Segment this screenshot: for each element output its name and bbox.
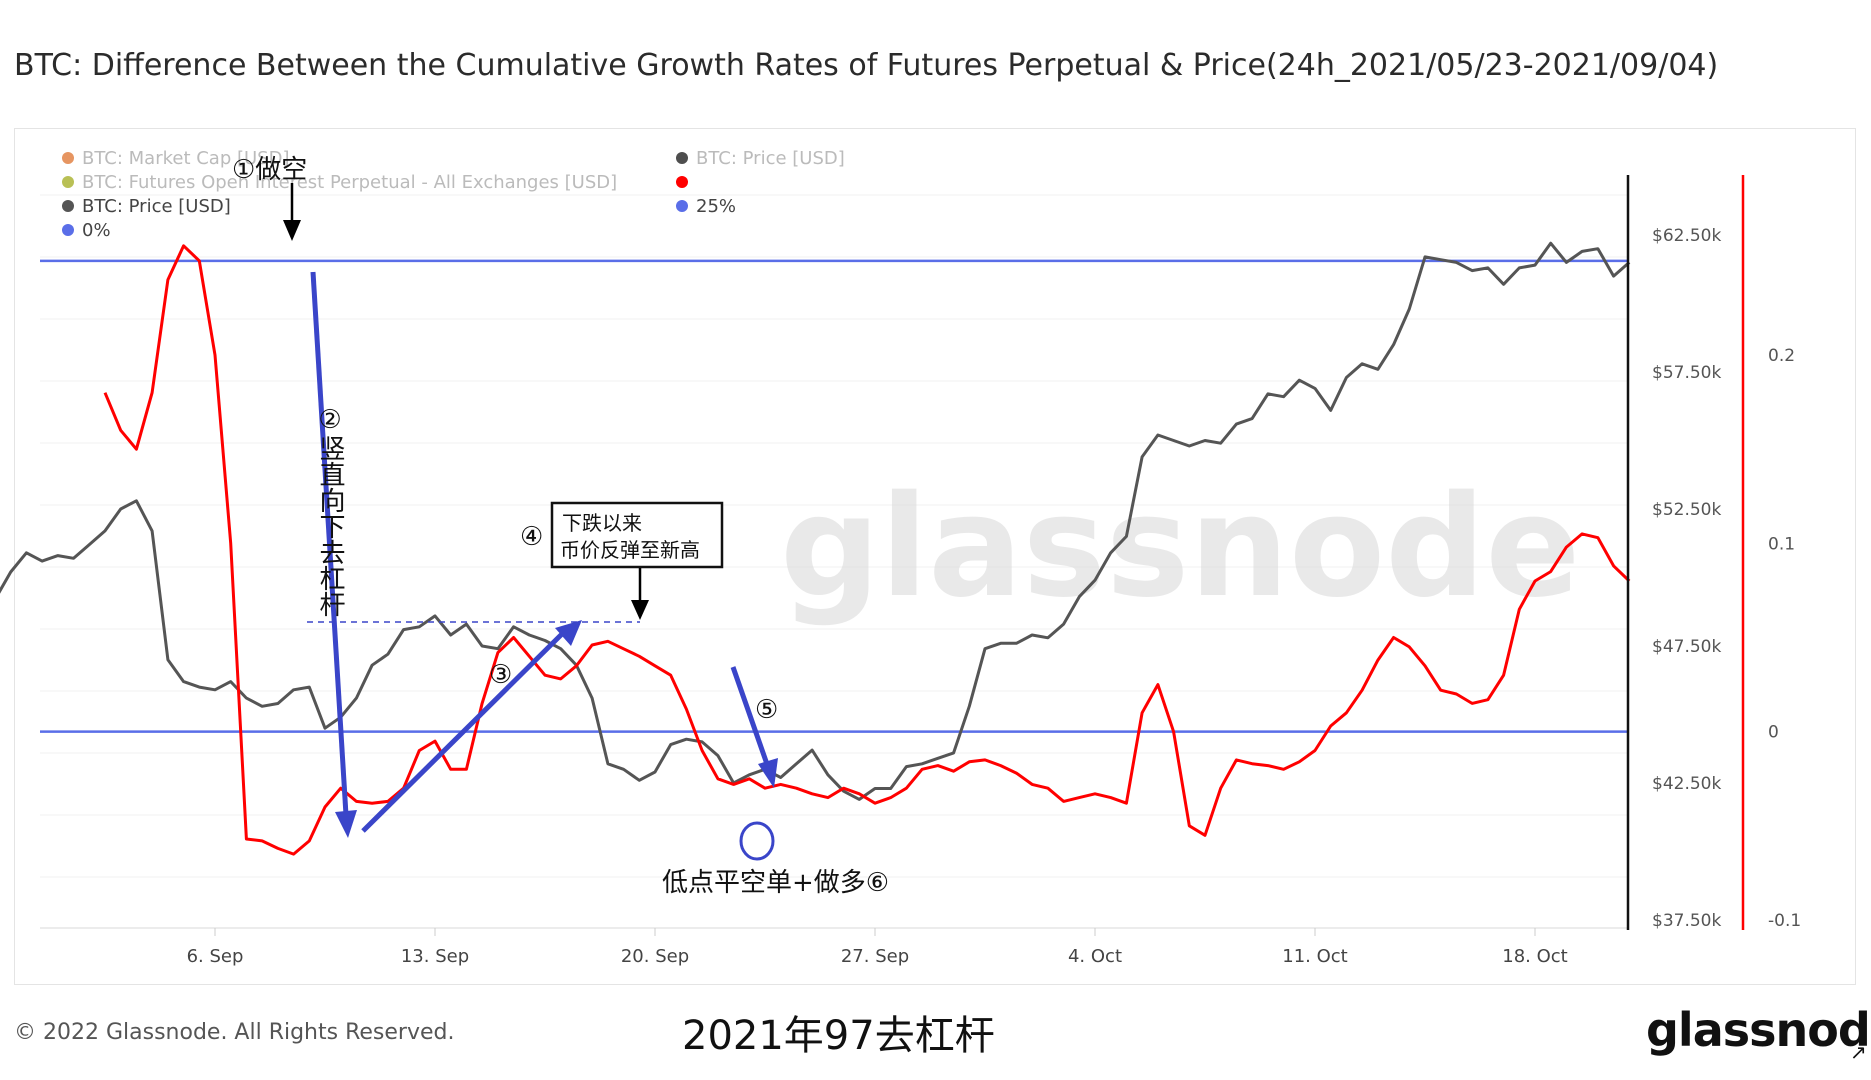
legend-label: BTC: Price [USD]: [82, 196, 231, 217]
chart-caption: 2021年97去杠杆: [682, 1013, 995, 1059]
annotation-arrowhead-drop: [758, 758, 778, 788]
copyright-text: © 2022 Glassnode. All Rights Reserved.: [14, 1020, 455, 1045]
annotation-arrowhead-delever: [335, 810, 357, 838]
expand-icon[interactable]: ↗: [1850, 1040, 1867, 1064]
annotation-new-high-box: [550, 501, 724, 569]
price-line: [0, 241, 1631, 801]
legend-marker: [676, 200, 688, 212]
chart-title: BTC: Difference Between the Cumulative G…: [14, 48, 1719, 83]
diff-line: [103, 244, 1631, 856]
y-right-tick-label: -0.1: [1768, 911, 1801, 931]
y-right-tick-label: 0: [1768, 723, 1779, 743]
x-tick-label: 11. Oct: [1282, 946, 1347, 967]
legend-marker: [62, 200, 74, 212]
annotation-delever: ②竖直向下去杠杆: [315, 405, 345, 617]
annotation-arrowhead-rebound: [555, 620, 582, 646]
y-right-tick-label: 0.1: [1768, 534, 1795, 554]
legend-label: BTC: Market Cap [USD]: [82, 148, 290, 169]
annotation-short: ①做空: [232, 155, 307, 185]
reference-lines: [40, 259, 1627, 733]
legend-label: BTC: Futures Open Interest Perpetual - A…: [82, 172, 617, 193]
legend-marker: [62, 224, 74, 236]
annotation-arrow-delever: [310, 271, 349, 816]
y-right-tick-label: 0.2: [1768, 346, 1795, 366]
axes-group: 6. Sep 13. Sep 20. Sep 27. Sep 4. Oct 11. Oct…: [187, 175, 1801, 967]
annotation-low-circle: [739, 821, 775, 861]
annotation-low: 低点平空单+做多⑥: [662, 868, 889, 898]
chart-svg: glassnode 6. Sep 13. Sep 20. Sep 27. Sep 4. …: [0, 148, 1801, 967]
annotation-arrowhead-new-high: [631, 600, 649, 620]
annotation-drop: ⑤: [755, 695, 778, 725]
x-tick-label: 6. Sep: [187, 946, 244, 967]
annotation-rebound: ③: [489, 660, 512, 690]
x-tick-label: 18. Oct: [1502, 946, 1567, 967]
y-left-tick-label: $37.50k: [1652, 911, 1721, 931]
series-group: [0, 241, 1631, 856]
annotation-arrow-drop: [730, 666, 771, 768]
legend-label: 25%: [696, 196, 736, 217]
y-left-tick-label: $42.50k: [1652, 774, 1721, 794]
legend-label: BTC: Price [USD]: [696, 148, 845, 169]
grid-lines: [40, 194, 1627, 929]
annotation-arrow-rebound: [361, 626, 570, 833]
annotation-new-high-line1: 下跌以来: [562, 511, 642, 535]
watermark: glassnode: [780, 466, 1580, 629]
legend: BTC: Market Cap [USD] BTC: Futures Open I…: [62, 148, 845, 241]
x-tick-label: 13. Sep: [401, 946, 469, 967]
y-left-tick-label: $57.50k: [1652, 363, 1721, 383]
legend-marker: [676, 176, 688, 188]
annotation-arrowhead-short: [283, 220, 301, 241]
x-tick-label: 4. Oct: [1068, 946, 1122, 967]
x-tick-label: 20. Sep: [621, 946, 689, 967]
annotations: ①做空 ②竖直向下去杠杆 ③ ④ 下跌以来 币价反弹至新高 ⑤ 低点平空单+做多…: [232, 155, 889, 898]
chart-panel: [14, 128, 1856, 985]
x-tick-label: 27. Sep: [841, 946, 909, 967]
y-left-tick-label: $62.50k: [1652, 226, 1721, 246]
y-left-tick-label: $47.50k: [1652, 637, 1721, 657]
legend-marker: [62, 176, 74, 188]
annotation-new-high-num: ④: [520, 522, 543, 552]
y-left-tick-label: $52.50k: [1652, 500, 1721, 520]
annotation-new-high-line2: 币价反弹至新高: [560, 538, 700, 562]
legend-marker: [62, 152, 74, 164]
legend-label: 0%: [82, 220, 111, 241]
glassnode-logo: glassnode: [1646, 1003, 1871, 1057]
legend-marker: [676, 152, 688, 164]
